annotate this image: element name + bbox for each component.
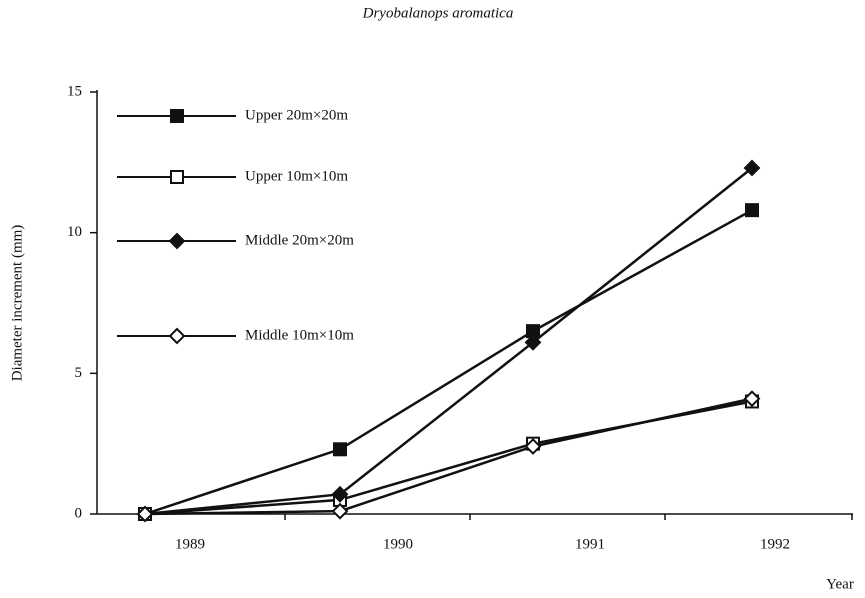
marker <box>333 442 347 457</box>
series-line <box>144 209 753 516</box>
y-tick-label: 15 <box>67 83 82 99</box>
x-axis-label: Year <box>826 576 854 592</box>
series-line <box>144 397 753 516</box>
x-tick-label: 1989 <box>175 536 205 552</box>
legend-label: Middle 10m×10m <box>245 327 354 343</box>
legend-label: Upper 10m×10m <box>245 168 348 184</box>
marker <box>136 505 154 523</box>
marker <box>524 438 542 455</box>
legend-marker <box>170 170 184 184</box>
y-tick-label: 10 <box>67 224 82 240</box>
legend-label: Upper 20m×20m <box>245 107 348 123</box>
marker <box>331 502 349 520</box>
chart-title: Dryobalanops aromatica <box>362 5 514 21</box>
x-tick-label: 1990 <box>383 536 413 552</box>
marker <box>524 333 542 351</box>
legend-label: Middle 20m×20m <box>245 232 354 248</box>
marker <box>331 485 349 503</box>
legend-marker <box>168 232 186 250</box>
marker <box>743 390 761 408</box>
marker <box>745 203 759 218</box>
series-line <box>144 166 753 516</box>
x-band-ticks <box>284 514 853 520</box>
x-tick-label: 1991 <box>575 536 605 552</box>
x-tick-label: 1992 <box>760 536 790 552</box>
legend-marker <box>168 327 186 345</box>
y-tick-label: 0 <box>75 505 83 521</box>
y-tick-label: 5 <box>75 365 83 381</box>
y-axis-label: Diameter increment (mm) <box>9 225 25 382</box>
marker <box>743 159 761 177</box>
legend-marker <box>170 109 184 123</box>
